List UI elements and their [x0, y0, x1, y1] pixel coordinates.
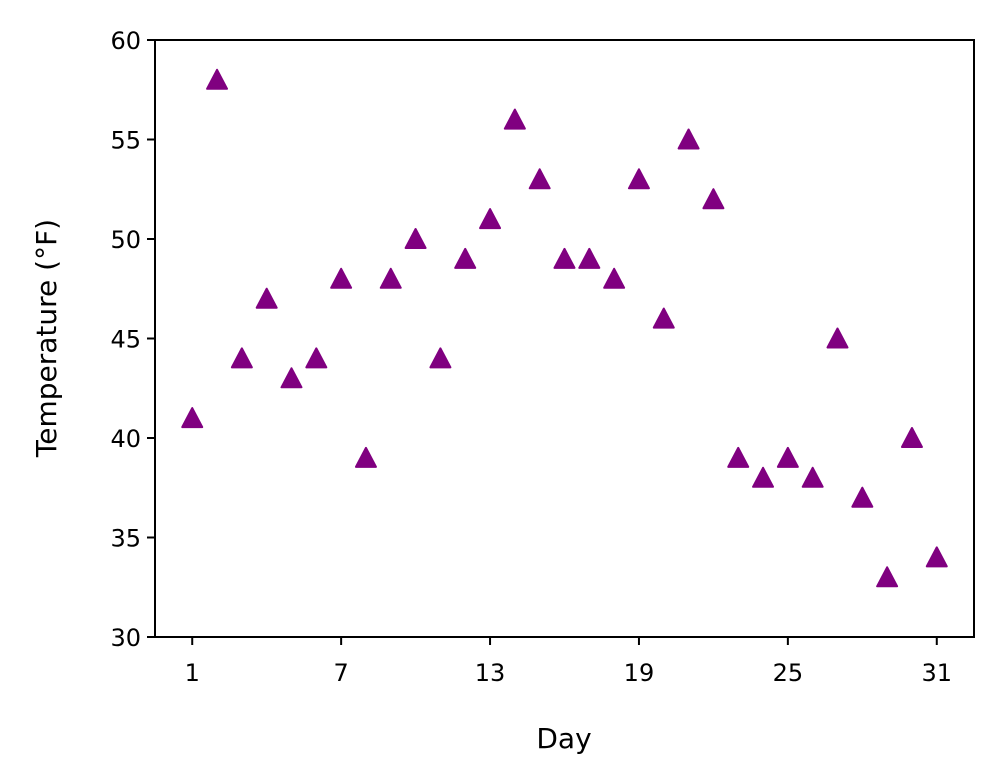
data-point-triangle [801, 466, 824, 488]
data-point-triangle [677, 128, 700, 150]
data-point-triangle [900, 427, 923, 448]
x-tick-label: 13 [475, 659, 506, 687]
data-point-triangle [528, 168, 551, 190]
data-point-triangle [330, 267, 353, 289]
x-tick-label: 31 [921, 659, 952, 687]
y-tick-label: 55 [110, 127, 141, 155]
data-point-triangle [454, 247, 477, 269]
data-point-triangle [255, 287, 278, 309]
data-point-triangle [776, 446, 799, 468]
x-axis-ticks: 1 7 13 19 25 31 [185, 637, 952, 687]
data-point-triangle [876, 566, 899, 588]
data-point-triangle [503, 108, 526, 130]
x-axis-label: Day [536, 722, 591, 755]
data-point-triangle [305, 347, 328, 369]
data-point-triangle [553, 247, 576, 269]
y-tick-label: 60 [110, 27, 141, 55]
data-point-triangle [925, 546, 948, 568]
y-tick-label: 30 [110, 624, 141, 652]
data-point-triangle [280, 367, 303, 389]
x-tick-label: 1 [185, 659, 200, 687]
data-points [181, 68, 948, 588]
y-axis-label: Temperature (°F) [30, 219, 63, 458]
data-point-triangle [230, 347, 253, 369]
data-point-triangle [354, 446, 377, 468]
data-point-triangle [578, 247, 601, 269]
data-point-triangle [752, 466, 775, 488]
y-tick-label: 35 [110, 525, 141, 553]
data-point-triangle [627, 168, 650, 190]
y-tick-label: 40 [110, 425, 141, 453]
data-point-triangle [851, 486, 874, 508]
data-point-triangle [379, 267, 402, 289]
data-point-triangle [727, 446, 750, 468]
data-point-triangle [603, 267, 626, 289]
data-point-triangle [404, 228, 427, 249]
y-tick-label: 50 [110, 226, 141, 254]
data-point-triangle [206, 68, 229, 90]
data-point-triangle [181, 407, 204, 429]
data-point-triangle [826, 327, 849, 349]
x-tick-label: 7 [333, 659, 348, 687]
y-axis-ticks: 30 35 40 45 50 55 60 [110, 27, 155, 652]
data-point-triangle [479, 208, 502, 230]
x-tick-label: 25 [773, 659, 804, 687]
data-point-triangle [429, 347, 452, 369]
data-point-triangle [652, 307, 675, 329]
data-point-triangle [702, 188, 725, 210]
plot-area-frame [154, 39, 975, 638]
y-tick-label: 45 [110, 326, 141, 354]
x-tick-label: 19 [624, 659, 655, 687]
